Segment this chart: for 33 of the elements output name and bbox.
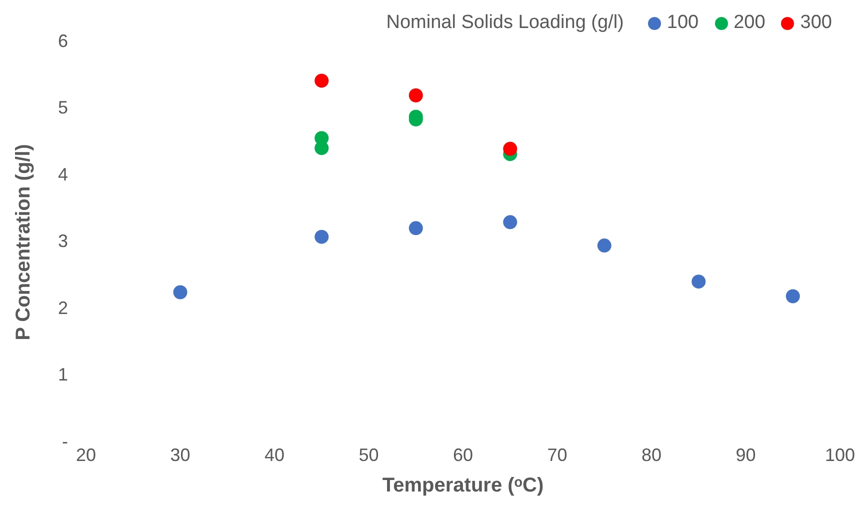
x-tick-label: 20	[76, 445, 96, 466]
x-tick-label: 30	[170, 445, 190, 466]
y-tick-label: 5	[58, 98, 68, 118]
point	[692, 274, 706, 289]
point	[314, 141, 329, 156]
x-tick-label: 90	[736, 445, 756, 466]
y-tick-label: 1	[58, 364, 68, 385]
y-tick-label: 2	[58, 298, 68, 318]
point	[173, 285, 188, 300]
point	[314, 230, 329, 244]
x-tick-label: 100	[824, 445, 856, 466]
point	[408, 88, 423, 102]
legend-label: 300	[800, 12, 832, 34]
legend-label: 100	[666, 12, 699, 34]
y-tick-label: 4	[58, 164, 68, 184]
point	[597, 238, 612, 253]
point	[503, 215, 518, 230]
point	[314, 74, 329, 88]
y-tick-label: 6	[58, 30, 68, 51]
x-tick-label: 70	[547, 445, 568, 466]
y-tick-label: 3	[58, 231, 68, 252]
point	[408, 221, 423, 236]
legend-title: Nominal Solids Loading (g/l)	[386, 12, 624, 34]
x-tick-label: 50	[358, 445, 379, 466]
y-axis-title: P Concentration (g/l)	[12, 144, 35, 340]
x-axis-title: Temperature (ᵒC)	[382, 474, 544, 497]
x-tick-label: 40	[264, 445, 285, 466]
point	[503, 142, 518, 156]
point	[786, 289, 800, 304]
y-tick-label: -	[62, 431, 68, 452]
x-tick-label: 60	[452, 445, 474, 466]
x-tick-label: 80	[641, 445, 662, 466]
legend-label: 200	[734, 12, 766, 34]
